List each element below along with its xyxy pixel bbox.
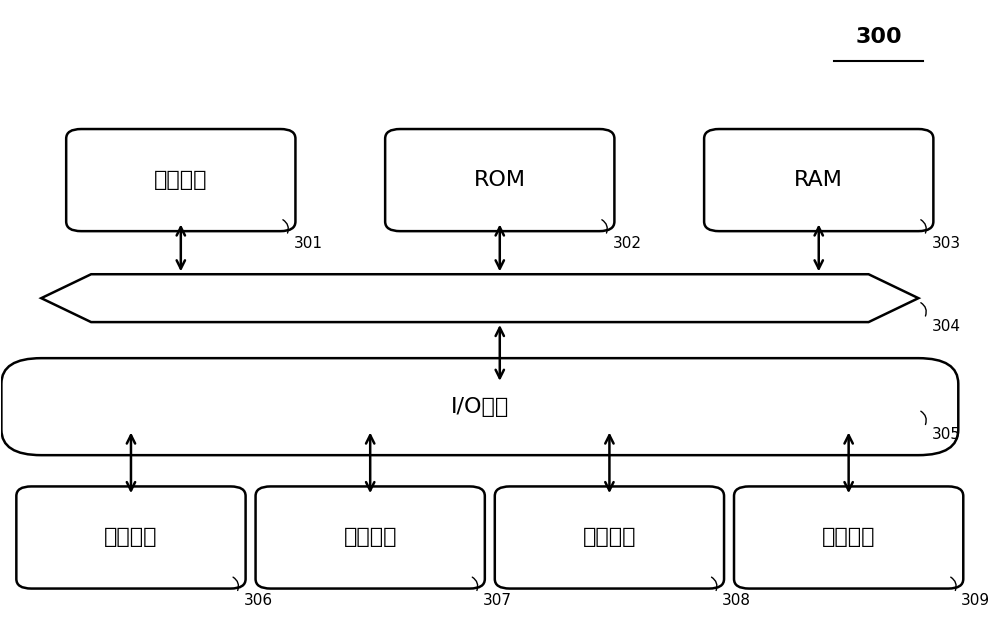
Text: ROM: ROM [474, 170, 526, 190]
Text: 处理装置: 处理装置 [154, 170, 208, 190]
FancyBboxPatch shape [16, 487, 246, 588]
FancyBboxPatch shape [1, 358, 958, 455]
Text: 301: 301 [293, 236, 322, 251]
Text: 307: 307 [483, 593, 512, 608]
FancyBboxPatch shape [734, 487, 963, 588]
Text: 308: 308 [722, 593, 751, 608]
FancyBboxPatch shape [66, 129, 295, 231]
Text: 306: 306 [244, 593, 273, 608]
Text: 309: 309 [961, 593, 990, 608]
FancyBboxPatch shape [385, 129, 614, 231]
Text: 输入装置: 输入装置 [104, 528, 158, 547]
Text: 输出装置: 输出装置 [343, 528, 397, 547]
Text: 存储装置: 存储装置 [583, 528, 636, 547]
FancyBboxPatch shape [256, 487, 485, 588]
Text: I/O接口: I/O接口 [451, 397, 509, 417]
FancyBboxPatch shape [495, 487, 724, 588]
Text: RAM: RAM [794, 170, 843, 190]
Text: 304: 304 [931, 319, 960, 333]
Text: 303: 303 [931, 236, 961, 251]
Text: 302: 302 [612, 236, 641, 251]
Polygon shape [41, 274, 918, 322]
Text: 305: 305 [931, 427, 960, 442]
Text: 通信装置: 通信装置 [822, 528, 875, 547]
FancyBboxPatch shape [704, 129, 933, 231]
Text: 300: 300 [855, 27, 902, 47]
